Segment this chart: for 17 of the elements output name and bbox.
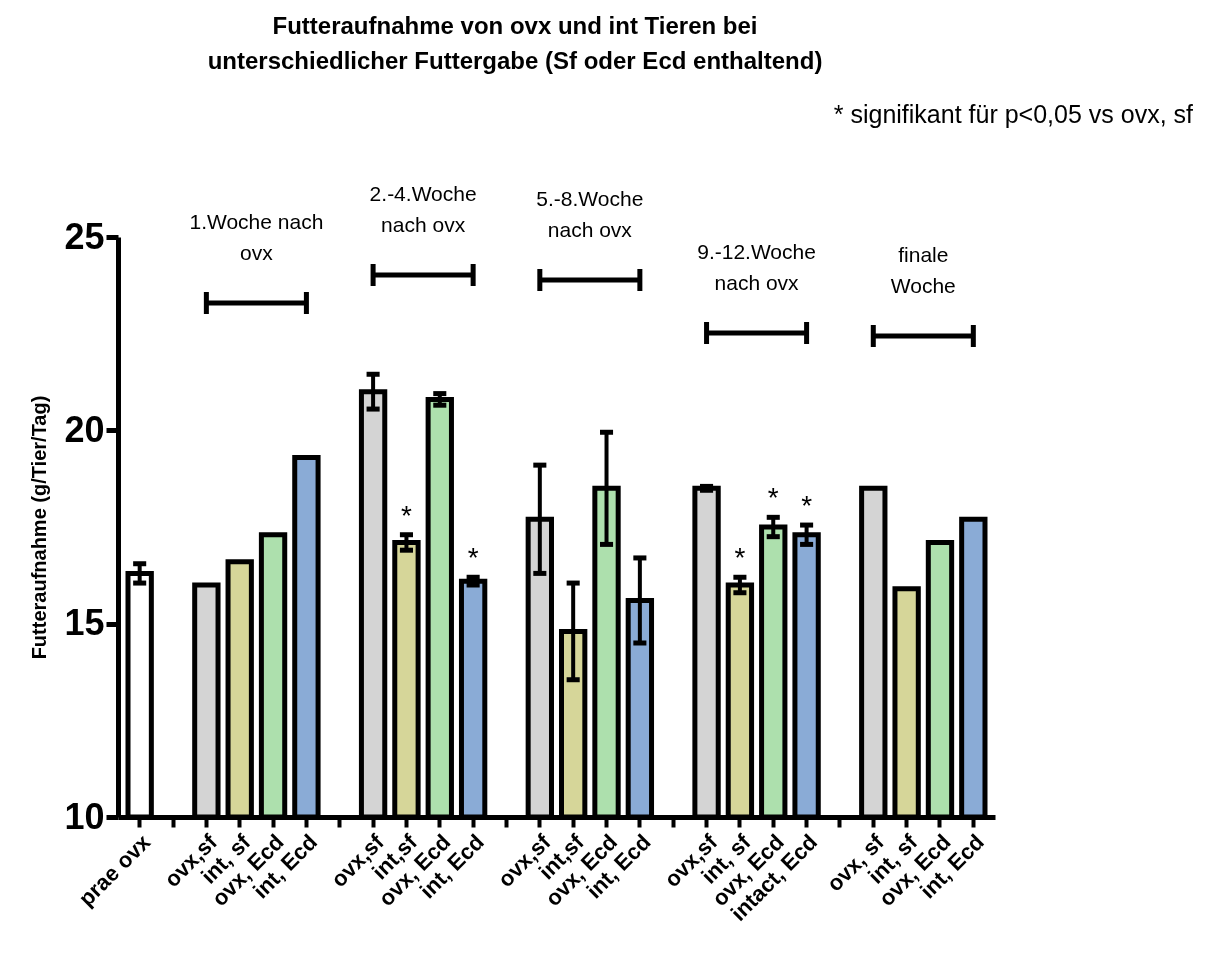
chart-title: Futteraufnahme von ovx und int Tieren bei unterschiedlicher Futtergabe (Sf oder Ecd enthaltend) [207, 12, 823, 74]
data-label: * [801, 490, 813, 522]
y-tick-label: 10 [64, 795, 105, 837]
data-label: * [767, 482, 779, 514]
data-label: * [400, 499, 412, 531]
y-axis-title: Futteraufnahme (g/Tier/Tag) [28, 395, 51, 660]
data-label: * [734, 542, 746, 574]
data-label: * [467, 542, 479, 574]
y-tick-label: 20 [64, 408, 105, 450]
annotation: finale Woche [890, 243, 956, 297]
annotation: 9.-12.Woche nach ovx [697, 240, 816, 294]
y-tick-label: 25 [64, 215, 105, 257]
annotation: 1.Woche nach ovx [189, 210, 324, 264]
text: * signifikant für p<0,05 vs ovx, sf [833, 100, 1194, 128]
annotation: 5.-8.Woche nach ovx [536, 187, 644, 241]
y-tick-label: 15 [64, 602, 105, 644]
text: 2.-4.Woche nach ovx [369, 182, 477, 236]
